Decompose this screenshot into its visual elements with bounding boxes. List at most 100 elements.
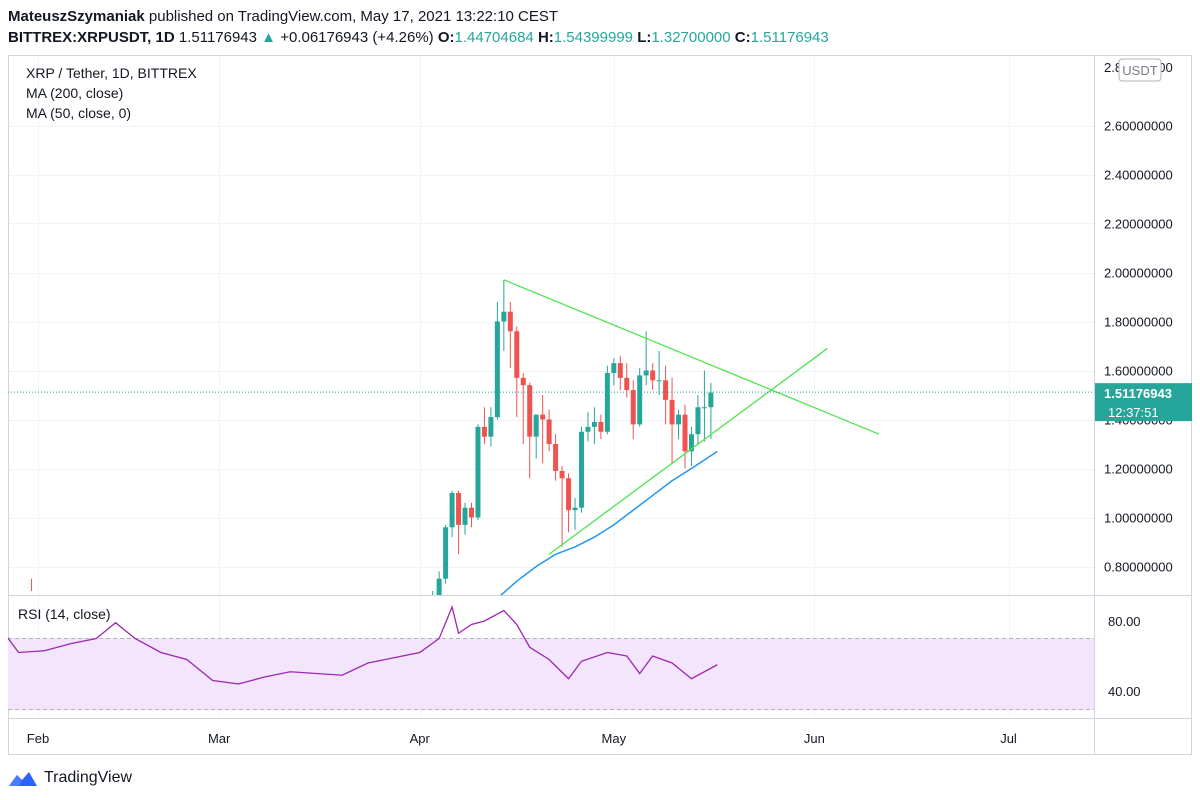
candle-body (501, 311, 507, 322)
candle[interactable] (630, 380, 636, 440)
candle-body (456, 493, 462, 525)
candle-body (643, 370, 649, 376)
currency-badge-label: USDT (1122, 63, 1157, 78)
published-text: published on TradingView.com, May 17, 20… (148, 8, 559, 25)
current-price-label: 1.51176943 (1104, 386, 1172, 401)
resistance-trendline[interactable] (503, 279, 880, 435)
candle-body (708, 392, 714, 408)
candle[interactable] (430, 591, 435, 616)
rsi-line[interactable] (8, 604, 718, 691)
candle-body (598, 421, 604, 432)
time-axis-label: Apr (410, 731, 431, 746)
tradingview-logo-icon (9, 772, 37, 786)
candle-body (676, 414, 682, 425)
candle[interactable] (695, 395, 701, 444)
currency-badge[interactable] (1118, 58, 1162, 82)
ohlc-line: BITTREX:XRPUSDT, 1D 1.51176943 ▲ +0.0617… (8, 27, 1192, 48)
legend-ma200[interactable]: MA (200, close) (26, 85, 124, 101)
candle-body (462, 507, 468, 525)
candle[interactable] (546, 409, 552, 452)
candle-body (701, 407, 707, 409)
candle[interactable] (553, 434, 559, 481)
candle-body (663, 380, 669, 400)
candle[interactable] (598, 414, 604, 440)
candle[interactable] (501, 279, 507, 351)
tradingview-logo[interactable]: TradingView (8, 765, 132, 791)
candle[interactable] (701, 370, 707, 442)
candle[interactable] (617, 355, 623, 391)
time-axis-label: Jun (804, 731, 825, 746)
candle[interactable] (494, 301, 500, 420)
candle-body (566, 478, 572, 511)
candle-body (669, 399, 675, 425)
candle[interactable] (585, 412, 591, 442)
current-price-tag (1095, 383, 1192, 422)
candle[interactable] (514, 326, 520, 418)
support-trendline[interactable] (548, 347, 828, 555)
legend-rsi[interactable]: RSI (14, close) (18, 606, 111, 622)
candle[interactable] (637, 368, 643, 427)
candle[interactable] (688, 426, 694, 467)
candle[interactable] (462, 502, 468, 535)
up-arrow-icon: ▲ (261, 29, 277, 46)
candle-body (585, 426, 591, 432)
candle-body (559, 470, 565, 479)
candle[interactable] (468, 502, 474, 528)
candle[interactable] (533, 414, 539, 459)
candle[interactable] (436, 571, 442, 600)
candle[interactable] (676, 409, 682, 440)
candle[interactable] (611, 358, 617, 386)
price-tick-label: 0.80000000 (1104, 560, 1173, 575)
tradingview-wordmark: TradingView (44, 769, 133, 786)
candle[interactable] (682, 404, 688, 469)
candle[interactable] (604, 365, 610, 435)
candle-body (430, 596, 435, 611)
price-tick-label: 1.80000000 (1104, 315, 1173, 330)
candle[interactable] (424, 606, 429, 621)
author-name[interactable]: MateuszSzymaniak (8, 8, 145, 25)
candle-body (591, 421, 597, 427)
candle[interactable] (663, 365, 669, 425)
candle-body (494, 321, 500, 418)
candle[interactable] (572, 497, 578, 530)
candle[interactable] (481, 407, 487, 444)
publisher-line: MateuszSzymaniak published on TradingVie… (8, 6, 1192, 27)
candle[interactable] (520, 372, 526, 444)
candle[interactable] (507, 301, 513, 369)
legend-ma50[interactable]: MA (50, close, 0) (26, 105, 132, 121)
rsi-tick-label: 40.00 (1108, 684, 1141, 699)
candle[interactable] (540, 395, 546, 464)
countdown-label: 12:37:51 (1108, 405, 1159, 420)
candle[interactable] (669, 377, 675, 464)
candle-body (424, 611, 429, 616)
candle-body (520, 377, 526, 386)
candle[interactable] (417, 611, 422, 628)
ma50-line[interactable] (497, 450, 718, 598)
chart-svg[interactable]: 2.60000000 2.40000000 2.20000000 2.00000000… (8, 55, 1192, 755)
high-label: H: (537, 29, 554, 46)
candle[interactable] (456, 490, 462, 555)
candle[interactable] (443, 524, 449, 584)
price-tick-label: 2.60000000 (1104, 119, 1173, 134)
candle[interactable] (559, 466, 565, 547)
candle[interactable] (488, 407, 494, 447)
candle[interactable] (566, 473, 572, 533)
price-tick-label: 1.20000000 (1104, 462, 1173, 477)
time-axis-label: Jul (1000, 731, 1017, 746)
candle[interactable] (650, 363, 656, 391)
candle[interactable] (578, 426, 584, 513)
chart-frame: 2.60000000 2.40000000 2.20000000 2.00000000… (8, 55, 1192, 755)
low-value: 1.32700000 (651, 29, 731, 46)
candle[interactable] (708, 382, 714, 440)
candle[interactable] (656, 350, 662, 395)
candle[interactable] (527, 382, 533, 479)
legend-title[interactable]: XRP / Tether, 1D, BITTREX (26, 65, 197, 81)
candle-body (449, 493, 455, 528)
candle[interactable] (449, 490, 455, 538)
candle-body (611, 363, 617, 373)
candle[interactable] (591, 407, 597, 444)
candle[interactable] (475, 424, 481, 520)
candle[interactable] (643, 331, 649, 386)
price-tick-label: 2.20000000 (1104, 217, 1173, 232)
open-value: 1.44704684 (454, 29, 534, 46)
